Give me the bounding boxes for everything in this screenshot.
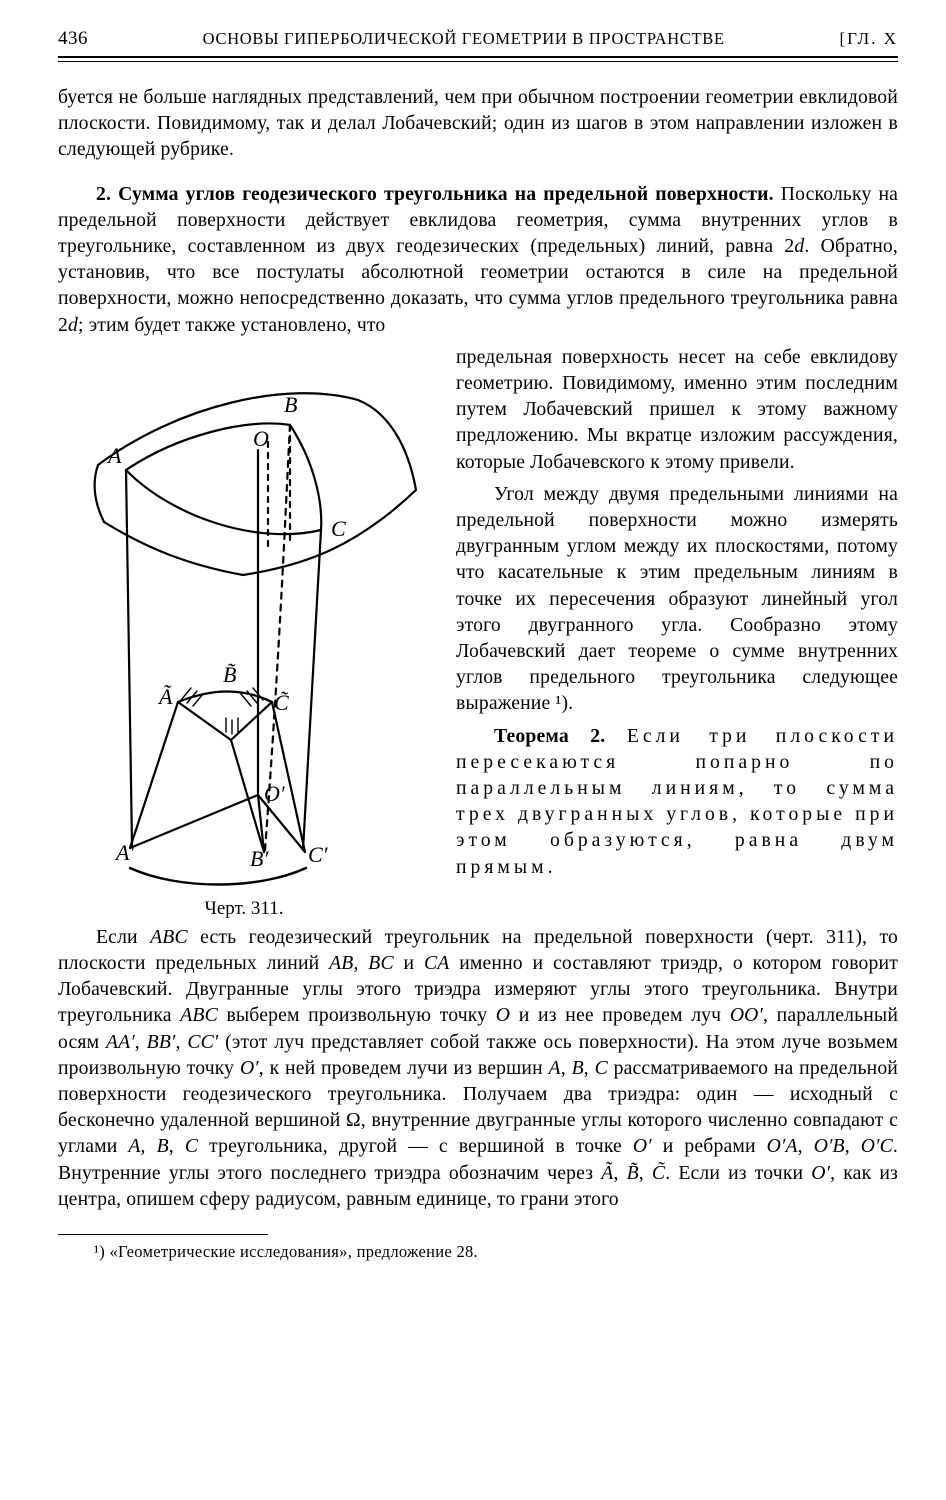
math-B: B	[572, 1057, 584, 1079]
svg-text:Ã: Ã	[157, 684, 173, 709]
math-ABC-2: ABC	[180, 1004, 218, 1026]
math-AB: AB	[329, 952, 353, 974]
math-OC: O′C	[861, 1135, 893, 1157]
math-B-2: B	[157, 1135, 169, 1157]
math-CC: CC′	[187, 1031, 218, 1053]
section-number: 2.	[96, 183, 111, 205]
theorem-body: Если три плоскости пересекаются попарно …	[456, 725, 898, 878]
running-title: ОСНОВЫ ГИПЕРБОЛИЧЕСКОЙ ГЕОМЕТРИИ В ПРОСТ…	[88, 29, 839, 49]
math-A-2: A	[128, 1135, 140, 1157]
text-run: и из нее проведем луч	[510, 1004, 730, 1026]
chapter-label: [ГЛ. X	[839, 29, 898, 49]
math-AA: AA′	[106, 1031, 135, 1053]
math-OO: OO′	[730, 1004, 763, 1026]
svg-text:O: O	[253, 426, 269, 451]
svg-text:A: A	[106, 443, 122, 468]
svg-text:B′: B′	[250, 846, 269, 871]
footnote-1: ¹) «Геометрические исследования», предло…	[58, 1241, 898, 1263]
math-ABC: ABC	[150, 926, 188, 948]
svg-text:C′: C′	[308, 842, 329, 867]
svg-text:Ω: Ω	[214, 886, 230, 890]
page: 436 ОСНОВЫ ГИПЕРБОЛИЧЕСКОЙ ГЕОМЕТРИИ В П…	[0, 0, 946, 1293]
text-run: треугольника, другой — с вершиной в точк…	[198, 1135, 633, 1157]
svg-text:O′: O′	[264, 781, 286, 806]
svg-text:B: B	[284, 392, 297, 417]
after-figure-paragraph: Если ABC есть геодезический треугольник …	[58, 924, 898, 1212]
section-2-run-in-c: ; этим будет также установлено, что	[78, 314, 385, 336]
math-O2: O′	[240, 1057, 259, 1079]
theorem-label: Теорема 2.	[494, 725, 627, 747]
running-header: 436 ОСНОВЫ ГИПЕРБОЛИЧЕСКОЙ ГЕОМЕТРИИ В П…	[58, 28, 898, 50]
math-O2-3: O′	[811, 1162, 830, 1184]
svg-text:C̃: C̃	[274, 690, 289, 715]
svg-text:C: C	[331, 516, 346, 541]
svg-text:A′: A′	[114, 840, 135, 865]
math-tA: Ã	[601, 1162, 613, 1184]
math-C-2: C	[185, 1135, 198, 1157]
section-2-opening: 2. Сумма углов геодезического треугольни…	[58, 181, 898, 338]
math-tB: B̃	[627, 1162, 639, 1184]
math-C: C	[595, 1057, 608, 1079]
footnote-rule	[58, 1234, 268, 1235]
figure-311: A B C O Ã B̃ C̃ O′ A′ B′ C′ Ω Черт. 311.	[58, 350, 430, 920]
text-run: и ребрами	[652, 1135, 767, 1157]
math-BB: BB′	[147, 1031, 176, 1053]
math-OA: O′A	[767, 1135, 798, 1157]
section-title: Сумма углов геодезического треугольника …	[118, 183, 774, 205]
math-CA: CA	[424, 952, 449, 974]
math-O: O	[496, 1004, 510, 1026]
figure-311-svg: A B C O Ã B̃ C̃ O′ A′ B′ C′ Ω	[58, 350, 430, 890]
math-O2-2: O′	[633, 1135, 652, 1157]
text-run: , к ней проведем лучи из вершин	[259, 1057, 549, 1079]
page-number: 436	[58, 28, 88, 50]
math-d-2: d	[68, 314, 78, 336]
math-OB: O′B	[814, 1135, 845, 1157]
math-d: d	[794, 235, 804, 257]
figure-caption: Черт. 311.	[58, 898, 430, 920]
math-A: A	[549, 1057, 561, 1079]
text-run: выберем произвольную точку	[218, 1004, 496, 1026]
continuation-paragraph: буется не больше наглядных представлений…	[58, 84, 898, 163]
math-tC: C̃	[652, 1162, 665, 1184]
text-run: . Если из точки	[665, 1162, 811, 1184]
math-BC: BC	[368, 952, 393, 974]
header-rule	[58, 56, 898, 62]
text-run: Если	[96, 926, 150, 948]
svg-text:B̃: B̃	[223, 662, 236, 687]
